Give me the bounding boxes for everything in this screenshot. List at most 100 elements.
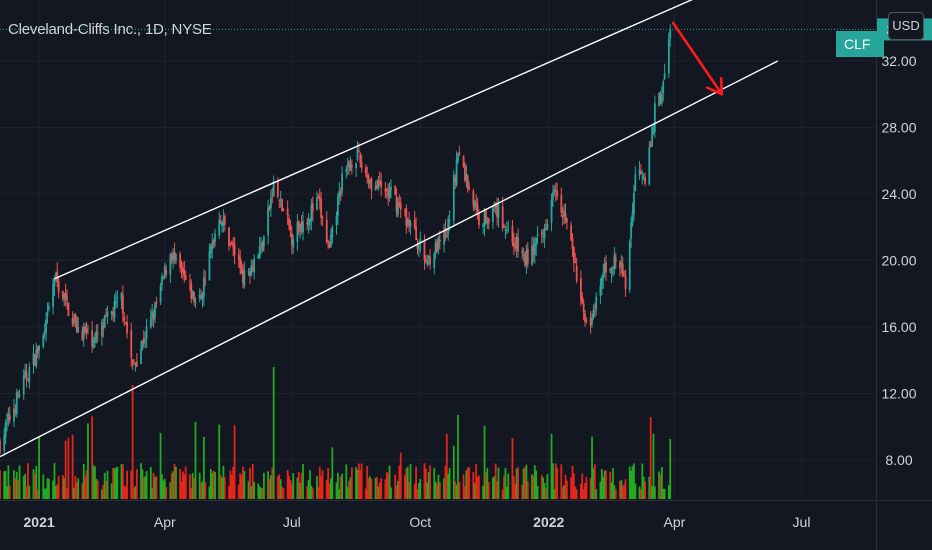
candle-body — [667, 38, 670, 74]
volume-bar — [476, 476, 479, 499]
candle-body — [550, 199, 553, 223]
candle-body — [619, 261, 621, 268]
volume-bar — [276, 476, 279, 499]
candle-body — [603, 264, 606, 274]
volume-bar — [384, 479, 387, 499]
candle-body — [659, 94, 662, 102]
candle-body — [584, 313, 586, 323]
volume-bar — [27, 463, 29, 499]
candle-body — [267, 207, 269, 236]
volume-bar — [123, 485, 126, 499]
candle-body — [82, 327, 85, 339]
volume-bar — [390, 487, 392, 499]
candle-body — [91, 329, 94, 346]
volume-bar — [452, 445, 455, 499]
candle-body — [190, 283, 193, 299]
candle-body — [34, 354, 36, 367]
volume-bar — [603, 470, 606, 499]
volume-bar — [602, 476, 605, 499]
candle-body — [209, 246, 212, 255]
candle-body — [232, 242, 235, 248]
volume-bar — [35, 466, 38, 499]
candle-body — [134, 363, 137, 366]
candle-body — [397, 202, 399, 216]
volume-bar — [292, 473, 295, 499]
candle-body — [472, 190, 475, 206]
volume-bar — [465, 470, 468, 499]
trendline-layer[interactable] — [0, 0, 779, 458]
candle-body — [28, 367, 31, 383]
volume-bar — [161, 474, 163, 499]
candle-body — [476, 204, 479, 212]
candle-body — [142, 338, 145, 345]
candle-body — [310, 204, 313, 222]
currency-button[interactable]: USD — [888, 12, 924, 40]
candle-body — [466, 176, 469, 189]
volume-bar — [593, 464, 596, 499]
candle-body — [330, 234, 332, 248]
volume-bar — [279, 479, 282, 499]
candle-body — [505, 230, 508, 232]
volume-bar — [300, 473, 303, 499]
volume-bar — [473, 483, 476, 499]
volume-bar — [155, 476, 158, 499]
volume-bar — [193, 477, 195, 499]
volume-bar — [426, 482, 429, 499]
volume-bar — [566, 480, 568, 499]
candle-body — [341, 173, 343, 192]
volume-bar — [289, 480, 292, 499]
candle-body — [321, 217, 324, 219]
volume-bar — [404, 475, 406, 499]
volume-bar — [397, 480, 399, 499]
candle-body — [385, 188, 388, 191]
candle-body — [123, 316, 126, 321]
volume-bar — [239, 473, 242, 499]
volume-bar — [144, 476, 147, 499]
volume-bar — [641, 463, 644, 499]
volume-bar — [533, 465, 536, 499]
candle-body — [399, 203, 402, 210]
candle-body — [487, 218, 490, 224]
volume-bar — [540, 475, 543, 499]
candle-body — [575, 265, 578, 281]
projection-arrow[interactable] — [671, 21, 724, 96]
volume-bar — [560, 464, 563, 499]
candle-body — [302, 221, 304, 233]
volume-bar — [135, 469, 138, 499]
volume-bar — [585, 477, 588, 499]
volume-bar — [8, 485, 11, 499]
volume-bar — [154, 477, 156, 499]
volume-bar — [190, 488, 193, 499]
volume-bar — [462, 474, 465, 499]
volume-bar — [660, 466, 663, 499]
volume-bar — [545, 488, 547, 499]
candle-body — [482, 224, 485, 227]
candle-body — [564, 212, 567, 220]
candle-body — [183, 269, 186, 276]
volume-bar — [325, 479, 328, 499]
candle-body — [6, 421, 8, 424]
candle-body — [465, 174, 468, 181]
y-tick-label: 28.00 — [881, 120, 916, 136]
candle-body — [369, 180, 371, 185]
candle-body — [658, 92, 660, 106]
volume-bar — [366, 465, 369, 499]
candle-body — [61, 290, 64, 299]
volume-bar — [71, 434, 74, 499]
volume-bar — [290, 484, 293, 499]
volume-bar — [237, 484, 240, 499]
candle-body — [272, 180, 275, 197]
candle-body — [366, 174, 369, 179]
candle-body — [230, 242, 233, 244]
volume-bar — [82, 463, 85, 499]
candle-body — [257, 255, 260, 259]
volume-bar — [434, 481, 437, 499]
volume-bar — [507, 473, 510, 499]
trendline — [54, 0, 693, 280]
candle-body — [71, 317, 74, 325]
volume-bar — [211, 473, 214, 499]
candle-body — [165, 269, 168, 275]
candle-body — [641, 176, 644, 178]
volume-bar — [556, 467, 559, 499]
